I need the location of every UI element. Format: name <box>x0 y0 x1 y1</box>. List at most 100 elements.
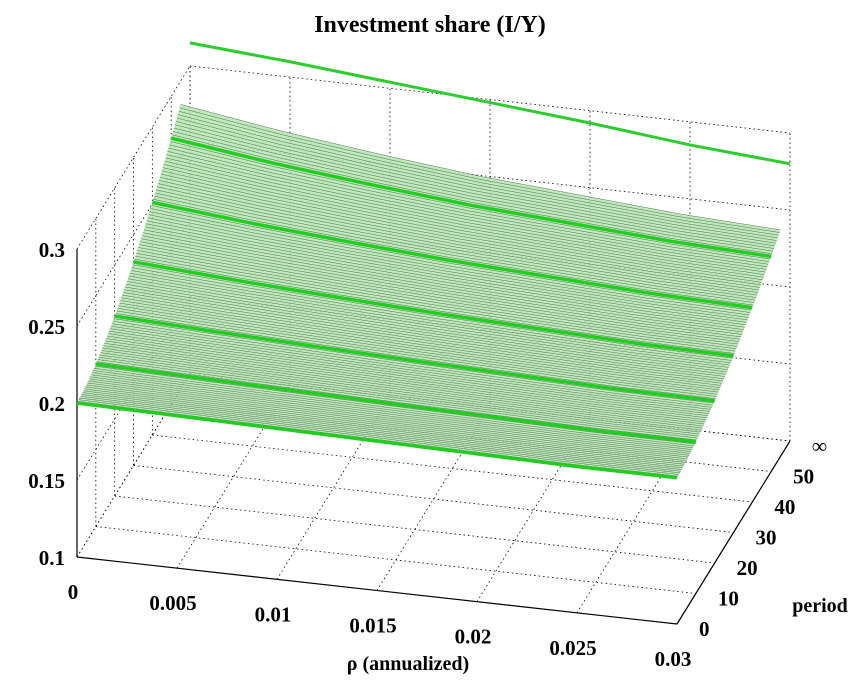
surface-highlight-period-line <box>95 362 697 444</box>
surface-mesh-line <box>149 211 750 316</box>
surface-mesh-line <box>121 297 722 386</box>
x-tick-label: 0 <box>68 580 79 604</box>
z-tick-label: 0.3 <box>39 238 65 262</box>
surface-mesh-line <box>91 374 692 452</box>
surface-mesh-line <box>92 370 694 448</box>
surface-mesh-line <box>161 170 762 283</box>
surface-highlight-period-line <box>76 401 678 480</box>
surface-mesh-line <box>178 110 779 236</box>
surface-mesh-line <box>81 394 682 470</box>
surface-mesh-line <box>96 361 697 441</box>
surface-mesh-line <box>110 325 711 410</box>
tick-layer: 0 0.005 0.01 0.015 0.02 0.025 0.03 0 10 20 30 40 50 ∞… <box>28 238 827 671</box>
y-tick-label: 30 <box>756 526 777 550</box>
z-tick-label: 0.2 <box>39 392 65 416</box>
surface-mesh-line <box>85 386 686 463</box>
surface-highlight-period-line <box>170 136 772 259</box>
surface-mesh-line <box>103 345 704 427</box>
surface-mesh-line <box>90 376 691 454</box>
surface-mesh-line <box>163 164 764 278</box>
surface-mesh-line <box>105 340 706 423</box>
x-tick-label: 0.03 <box>655 647 692 671</box>
surface-mesh-line <box>173 127 775 249</box>
surface-mesh-line <box>180 104 781 231</box>
surface-mesh-line <box>123 292 724 382</box>
y-tick-label: ∞ <box>812 434 827 458</box>
surface-mesh-line <box>125 283 726 375</box>
surface-mesh-line <box>137 250 738 347</box>
surface-mesh-line <box>100 352 701 433</box>
x-tick-label: 0.01 <box>255 602 292 626</box>
surface-mesh-line <box>92 372 693 450</box>
surface-mesh-line <box>172 131 774 252</box>
surface-mesh-line <box>174 124 775 247</box>
surface-highlight-period-line <box>133 260 734 358</box>
surface-mesh-line <box>101 350 702 431</box>
surface-mesh-line <box>108 330 710 414</box>
surface-mesh-line <box>80 396 681 472</box>
surface-mesh-line <box>84 388 685 465</box>
surface-mesh-line <box>83 390 684 467</box>
surface-mesh-line <box>167 151 768 268</box>
surface-mesh-line <box>160 173 761 286</box>
x-tick-label: 0.025 <box>549 636 596 660</box>
surface-mesh-line <box>94 365 695 445</box>
surface-mesh-line <box>109 328 710 412</box>
surface-mesh-line <box>143 229 744 330</box>
surface-mesh-line <box>144 226 745 328</box>
surface-mesh-line <box>146 220 747 323</box>
surface-mesh-line <box>135 255 736 352</box>
surface-highlight-period-line <box>114 314 715 403</box>
surface-mesh-line <box>150 208 751 313</box>
floor-gridline <box>133 465 734 533</box>
surface-mesh-line <box>136 253 737 350</box>
y-axis-line <box>676 440 791 625</box>
surface-mesh-line <box>147 217 748 321</box>
floor-gridline <box>114 495 715 564</box>
surface-mesh-line <box>108 333 709 416</box>
surface-mesh-line <box>116 310 717 397</box>
surface-mesh-line <box>138 247 739 345</box>
surface-mesh-line <box>115 313 716 399</box>
surface-mesh-line <box>158 180 759 291</box>
back-wall-gridline <box>189 142 791 211</box>
surface-mesh-line <box>131 267 732 361</box>
surface-mesh-line <box>111 323 712 408</box>
surface-mesh-line <box>120 300 721 388</box>
surface-mesh-line <box>122 294 723 384</box>
surface-mesh-line <box>93 368 694 447</box>
surface-mesh-line <box>106 338 707 421</box>
surface-mesh-line <box>141 235 743 335</box>
y-tick-label: 40 <box>774 495 795 519</box>
surface-mesh-line <box>104 343 705 425</box>
back-wall-gridline <box>189 65 791 134</box>
surface-mesh-line <box>142 232 743 333</box>
surface-mesh-line <box>117 308 718 395</box>
surface-mesh-line <box>124 289 725 380</box>
surface-mesh-line <box>88 380 689 458</box>
surface-mesh-line <box>166 154 767 270</box>
steady-state-line <box>189 41 791 166</box>
surface-mesh-line <box>128 275 729 368</box>
surface-mesh-line <box>175 121 776 244</box>
surface-mesh-line <box>140 238 742 338</box>
surface-mesh-line <box>139 244 740 342</box>
y-axis-label: period <box>792 595 848 617</box>
surface-mesh-line <box>118 305 719 393</box>
x-tick-label: 0.02 <box>455 625 492 649</box>
surface-mesh-line <box>102 347 703 429</box>
surface-mesh-line <box>176 117 777 241</box>
surface-mesh-line <box>79 397 680 474</box>
x-tick-label: 0.015 <box>349 614 396 638</box>
surface-mesh-line <box>97 359 698 439</box>
surface-mesh-line <box>156 189 757 298</box>
surface-mesh-line <box>82 392 683 469</box>
surface-mesh-line <box>153 199 754 306</box>
z-tick-label: 0.15 <box>28 469 65 493</box>
surface-layer <box>76 104 781 480</box>
surface-mesh-line <box>179 107 780 233</box>
surface-mesh-line <box>169 144 770 262</box>
surface-highlight-period-line <box>151 200 753 310</box>
surface-mesh-line <box>145 223 746 326</box>
